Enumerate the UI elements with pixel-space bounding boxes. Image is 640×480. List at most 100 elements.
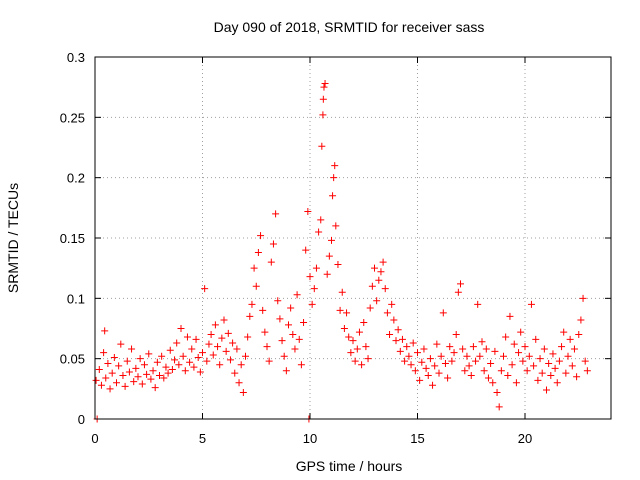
data-point xyxy=(297,361,305,369)
data-point xyxy=(420,345,428,353)
data-point xyxy=(242,352,249,360)
data-point xyxy=(128,345,136,353)
data-point xyxy=(134,373,142,381)
data-point xyxy=(547,372,555,380)
data-point xyxy=(207,331,215,339)
data-point xyxy=(267,258,275,266)
data-point xyxy=(506,312,514,320)
data-point xyxy=(121,382,129,390)
data-point xyxy=(332,222,340,230)
x-tick-label: 10 xyxy=(303,431,317,446)
data-point xyxy=(317,216,325,224)
data-point xyxy=(345,333,353,341)
data-point xyxy=(476,352,484,360)
data-point xyxy=(368,282,376,290)
data-point xyxy=(497,367,505,375)
data-point xyxy=(353,345,361,353)
data-point xyxy=(226,356,234,364)
data-point xyxy=(375,276,383,284)
data-point xyxy=(545,359,553,367)
data-point xyxy=(173,339,181,347)
data-point xyxy=(515,349,523,357)
data-point xyxy=(583,367,591,375)
data-point xyxy=(149,367,157,375)
data-point xyxy=(113,379,120,387)
data-point xyxy=(454,288,462,296)
data-point xyxy=(482,345,490,353)
data-point xyxy=(246,312,254,320)
data-point xyxy=(450,349,458,357)
data-point xyxy=(500,352,507,360)
y-tick-label: 0.25 xyxy=(60,110,85,125)
data-point xyxy=(560,328,568,336)
data-point xyxy=(558,343,566,351)
data-point xyxy=(512,379,520,387)
data-point xyxy=(381,285,389,293)
data-point xyxy=(373,297,381,305)
data-point xyxy=(218,334,226,342)
data-point xyxy=(577,316,585,324)
data-point xyxy=(203,357,211,365)
data-point xyxy=(125,368,133,376)
data-point xyxy=(235,379,243,387)
data-point xyxy=(358,361,366,369)
data-point xyxy=(104,359,112,367)
data-point xyxy=(319,95,327,103)
data-point xyxy=(119,372,127,380)
data-point xyxy=(351,357,359,365)
data-point xyxy=(377,268,385,276)
data-point xyxy=(186,358,194,366)
data-point xyxy=(534,376,542,384)
data-point xyxy=(441,359,449,367)
data-point xyxy=(220,316,228,324)
data-point xyxy=(257,232,265,240)
data-point xyxy=(320,83,328,91)
data-point xyxy=(175,361,183,369)
data-point xyxy=(143,370,151,378)
data-point xyxy=(190,363,198,371)
data-point xyxy=(216,361,224,369)
data-point xyxy=(323,270,331,278)
data-point xyxy=(168,366,176,374)
data-point xyxy=(205,340,213,348)
data-point xyxy=(145,350,153,358)
data-point xyxy=(222,347,230,355)
data-point xyxy=(523,367,531,375)
data-point xyxy=(250,264,258,272)
x-tick-label: 15 xyxy=(410,431,424,446)
data-point xyxy=(553,379,561,387)
data-point xyxy=(321,80,329,88)
data-point xyxy=(181,367,189,375)
data-point xyxy=(329,192,337,200)
data-point xyxy=(209,351,217,359)
data-point xyxy=(130,378,138,386)
data-point xyxy=(388,300,396,308)
data-point xyxy=(252,282,260,290)
data-point xyxy=(527,300,535,308)
data-point xyxy=(101,327,109,335)
x-tick-label: 0 xyxy=(91,431,98,446)
data-point xyxy=(92,376,100,384)
data-point xyxy=(508,361,516,369)
data-point xyxy=(291,345,299,353)
data-point xyxy=(540,345,548,353)
data-point xyxy=(102,374,110,382)
data-point xyxy=(519,357,527,365)
data-point xyxy=(566,335,574,343)
data-point xyxy=(424,372,432,380)
data-point xyxy=(194,353,202,361)
data-point xyxy=(465,362,473,370)
data-point xyxy=(437,352,445,360)
data-point xyxy=(398,335,406,343)
data-point xyxy=(156,372,163,380)
data-point xyxy=(416,376,424,384)
data-point xyxy=(431,362,439,370)
data-point xyxy=(276,315,284,323)
data-point xyxy=(349,337,357,345)
data-point xyxy=(383,309,391,317)
data-point xyxy=(336,306,344,314)
data-point xyxy=(502,333,510,341)
data-point xyxy=(289,331,297,339)
data-point xyxy=(325,252,333,260)
data-point xyxy=(386,331,394,339)
